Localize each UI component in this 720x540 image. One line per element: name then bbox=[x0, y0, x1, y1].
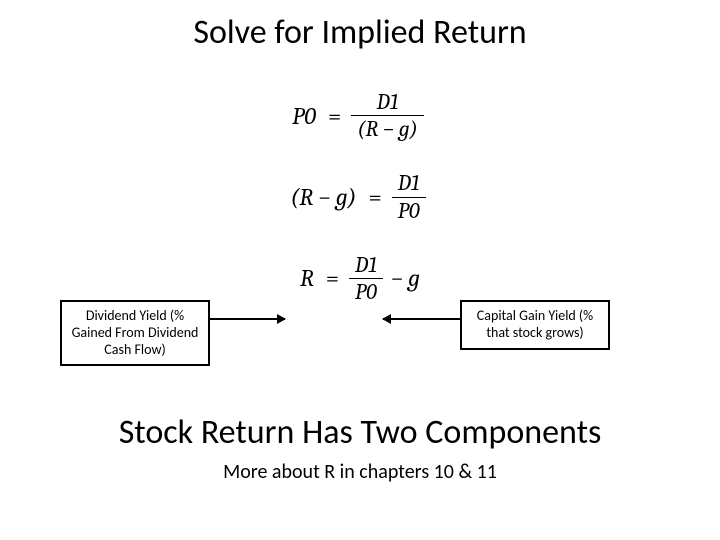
eq3-numerator: D1 bbox=[349, 253, 383, 277]
arrow-left-icon bbox=[210, 318, 285, 320]
page-title: Solve for Implied Return bbox=[0, 12, 720, 53]
eq2-denominator: P0 bbox=[392, 199, 426, 223]
eq3-tail: − g bbox=[391, 264, 420, 292]
equations-block: P0 = D1 (R − g) (R − g) = D1 P0 R = D1 P… bbox=[0, 90, 720, 334]
label-line: that stock grows) bbox=[470, 325, 600, 342]
label-line: Dividend Yield (% bbox=[70, 308, 200, 325]
equals-sign: = bbox=[328, 102, 341, 130]
eq3-fraction: D1 P0 bbox=[349, 253, 383, 304]
equals-sign: = bbox=[368, 183, 381, 211]
eq1-numerator: D1 bbox=[371, 90, 405, 114]
capital-gain-label-box: Capital Gain Yield (% that stock grows) bbox=[460, 300, 610, 350]
eq1-lhs: P0 bbox=[292, 102, 316, 130]
equals-sign: = bbox=[326, 264, 339, 292]
equation-2: (R − g) = D1 P0 bbox=[290, 171, 429, 222]
eq1-denominator: (R − g) bbox=[351, 117, 424, 141]
eq3-lhs: R bbox=[300, 264, 314, 292]
eq3-denominator: P0 bbox=[349, 280, 383, 304]
eq2-fraction: D1 P0 bbox=[392, 171, 426, 222]
label-line: Gained From Dividend bbox=[70, 325, 200, 342]
subtitle: Stock Return Has Two Components bbox=[0, 412, 720, 453]
equation-1: P0 = D1 (R − g) bbox=[292, 90, 428, 141]
label-line: Capital Gain Yield (% bbox=[470, 308, 600, 325]
label-line: Cash Flow) bbox=[70, 342, 200, 359]
eq2-numerator: D1 bbox=[392, 171, 426, 195]
dividend-yield-label-box: Dividend Yield (% Gained From Dividend C… bbox=[60, 300, 210, 366]
arrow-right-icon bbox=[383, 318, 460, 320]
footnote: More about R in chapters 10 & 11 bbox=[0, 460, 720, 484]
eq1-fraction: D1 (R − g) bbox=[351, 90, 424, 141]
equation-3: R = D1 P0 − g bbox=[300, 253, 420, 304]
eq2-lhs: (R − g) bbox=[290, 183, 356, 211]
